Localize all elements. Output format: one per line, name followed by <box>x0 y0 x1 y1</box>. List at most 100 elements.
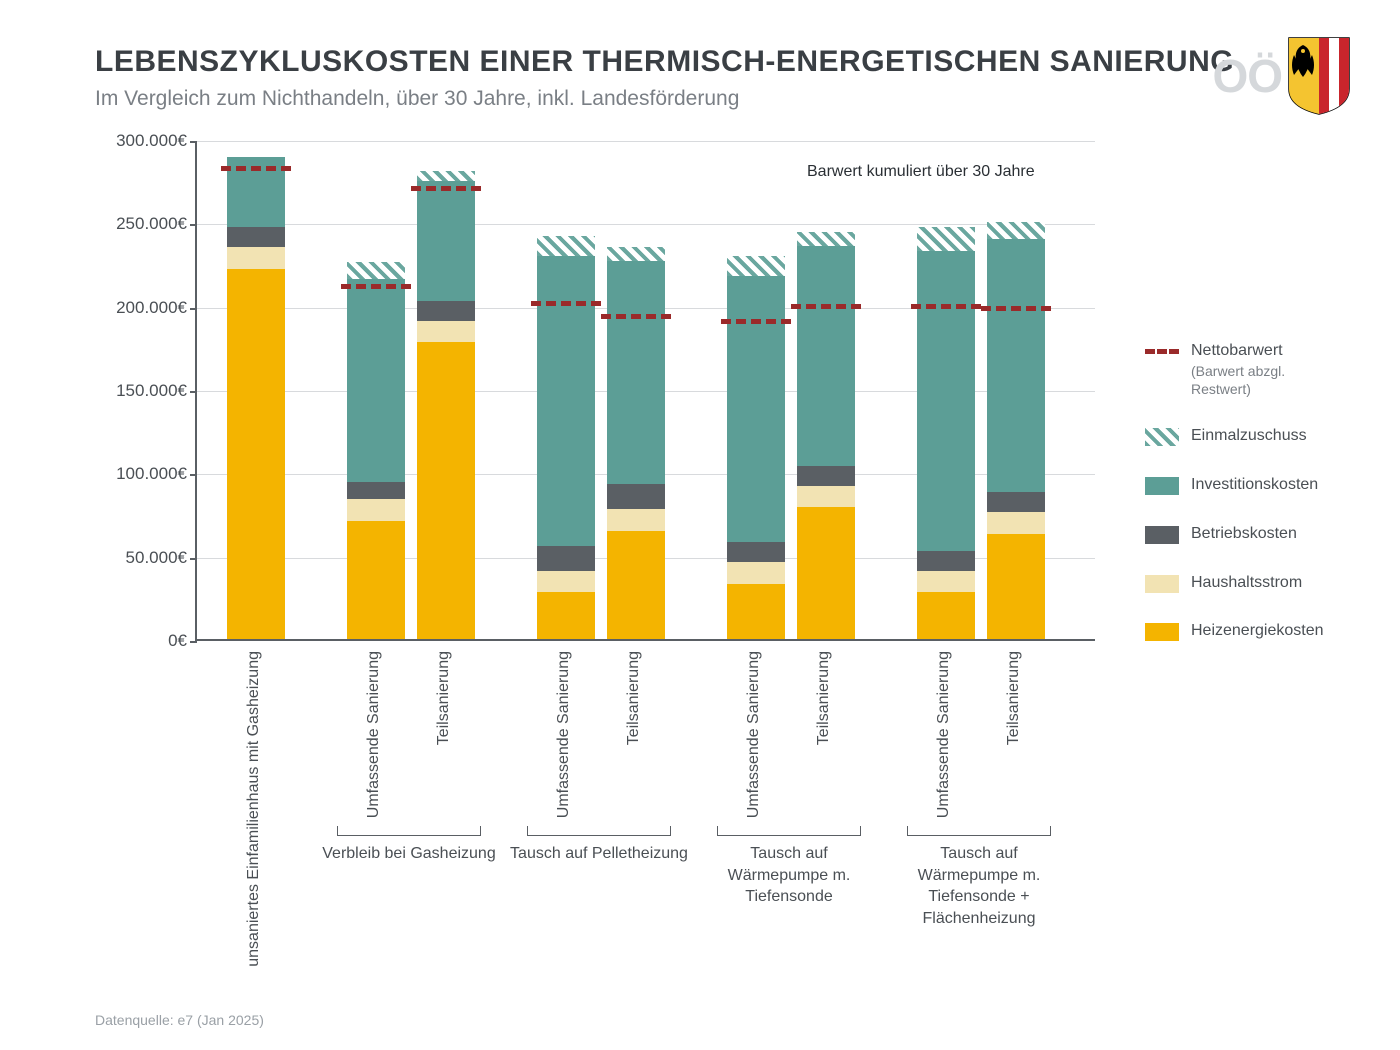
x-bar-label: Teilsanierung <box>985 651 1043 750</box>
bar-segment-haushalt <box>347 499 405 521</box>
legend-label: Nettobarwert <box>1191 341 1335 362</box>
legend-label: Betriebskosten <box>1191 524 1297 545</box>
legend: Nettobarwert (Barwert abzgl. Restwert) E… <box>1115 141 1335 982</box>
page-subtitle: Im Vergleich zum Nichthandeln, über 30 J… <box>95 87 1350 111</box>
swatch-icon <box>1145 623 1179 641</box>
y-axis-label: 0€ <box>95 631 187 651</box>
legend-label: Einmalzuschuss <box>1191 426 1307 447</box>
bar-segment-betrieb <box>987 492 1045 512</box>
x-bar-label: unsaniertes Einfamilienhaus mit Gasheizu… <box>225 651 283 972</box>
bar-segment-heiz <box>607 531 665 639</box>
bar-segment-zuschuss <box>417 171 475 181</box>
bar-segment-zuschuss <box>917 227 975 250</box>
netto-marker <box>601 314 671 319</box>
bar-segment-invest <box>537 256 595 546</box>
bar <box>727 232 785 639</box>
region-badge: OÖ <box>1212 37 1350 115</box>
legend-haushalt: Haushaltsstrom <box>1145 573 1335 594</box>
bar-segment-heiz <box>987 534 1045 639</box>
y-axis-label: 50.000€ <box>95 548 187 568</box>
bar-segment-invest <box>347 279 405 482</box>
bar-segment-heiz <box>917 592 975 639</box>
bar-segment-heiz <box>537 592 595 639</box>
bar <box>537 236 595 639</box>
x-bar-label: Teilsanierung <box>795 651 853 750</box>
bar-segment-betrieb <box>727 542 785 562</box>
legend-sublabel: (Barwert abzgl. Restwert) <box>1191 362 1335 398</box>
bar-segment-zuschuss <box>727 256 785 276</box>
x-bar-label: Umfassende Sanierung <box>535 651 593 823</box>
bar-group <box>727 232 855 639</box>
netto-marker <box>791 304 861 309</box>
x-group-label: Tausch auf Pelletheizung <box>510 843 688 865</box>
bar-segment-zuschuss <box>607 247 665 260</box>
legend-zuschuss: Einmalzuschuss <box>1145 426 1335 447</box>
bar-group <box>347 171 475 639</box>
bar-segment-invest <box>797 246 855 466</box>
netto-marker <box>411 186 481 191</box>
bar-segment-haushalt <box>227 247 285 269</box>
netto-marker <box>221 166 291 171</box>
source-note: Datenquelle: e7 (Jan 2025) <box>95 1012 264 1028</box>
bar-segment-haushalt <box>417 321 475 343</box>
bar <box>917 222 975 639</box>
bar-segment-haushalt <box>727 562 785 584</box>
legend-label: Heizenergiekosten <box>1191 621 1324 642</box>
bar-segment-invest <box>417 181 475 301</box>
swatch-icon <box>1145 428 1179 446</box>
bar-segment-haushalt <box>537 571 595 593</box>
netto-marker <box>341 284 411 289</box>
group-bracket <box>717 826 861 836</box>
bar <box>227 157 285 639</box>
bar-segment-heiz <box>797 507 855 639</box>
legend-betrieb: Betriebskosten <box>1145 524 1335 545</box>
page-title: LEBENSZYKLUSKOSTEN EINER THERMISCH-ENERG… <box>95 45 1350 79</box>
bar-segment-betrieb <box>797 466 855 486</box>
bar-segment-betrieb <box>537 546 595 571</box>
x-bar-label: Umfassende Sanierung <box>345 651 403 823</box>
y-axis-label: 200.000€ <box>95 298 187 318</box>
group-bracket <box>337 826 481 836</box>
bar-segment-haushalt <box>917 571 975 593</box>
x-group-label: Tausch auf Wärmepumpe m. Tiefensonde <box>700 843 878 908</box>
bar-segment-zuschuss <box>537 236 595 256</box>
bar-segment-betrieb <box>417 301 475 321</box>
bar-segment-zuschuss <box>347 262 405 279</box>
bar <box>347 171 405 639</box>
legend-netto: Nettobarwert (Barwert abzgl. Restwert) <box>1145 341 1335 398</box>
bar-segment-heiz <box>417 342 475 639</box>
gridline <box>197 141 1095 142</box>
x-group-label: Tausch auf Wärmepumpe m. Tiefensonde + F… <box>890 843 1068 929</box>
bar-segment-heiz <box>227 269 285 639</box>
legend-label: Haushaltsstrom <box>1191 573 1302 594</box>
bar-group <box>537 236 665 639</box>
y-axis-label: 100.000€ <box>95 464 187 484</box>
bar-segment-haushalt <box>797 486 855 508</box>
bar-segment-betrieb <box>607 484 665 509</box>
x-bar-label: Teilsanierung <box>415 651 473 750</box>
bar <box>797 232 855 639</box>
bar <box>607 236 665 639</box>
bar-segment-haushalt <box>607 509 665 531</box>
legend-label: Investitionskosten <box>1191 475 1318 496</box>
chart: 0€ 50.000€ 100.000€ 150.000€ 200.000€ 250.000… <box>95 141 1115 982</box>
bar-segment-invest <box>727 276 785 543</box>
bar-segment-invest <box>917 251 975 551</box>
swatch-icon <box>1145 526 1179 544</box>
bar-segment-betrieb <box>347 482 405 499</box>
netto-marker <box>721 319 791 324</box>
group-bracket <box>527 826 671 836</box>
x-group-label: Verbleib bei Gasheizung <box>320 843 498 865</box>
group-bracket <box>907 826 1051 836</box>
dash-icon <box>1145 349 1179 354</box>
bar-group <box>917 222 1045 639</box>
netto-marker <box>911 304 981 309</box>
bar-segment-haushalt <box>987 512 1045 534</box>
swatch-icon <box>1145 575 1179 593</box>
bar-segment-zuschuss <box>797 232 855 245</box>
y-axis-label: 150.000€ <box>95 381 187 401</box>
y-axis-label: 250.000€ <box>95 214 187 234</box>
bar-segment-heiz <box>347 521 405 639</box>
bar <box>417 171 475 639</box>
bar-segment-zuschuss <box>987 222 1045 239</box>
